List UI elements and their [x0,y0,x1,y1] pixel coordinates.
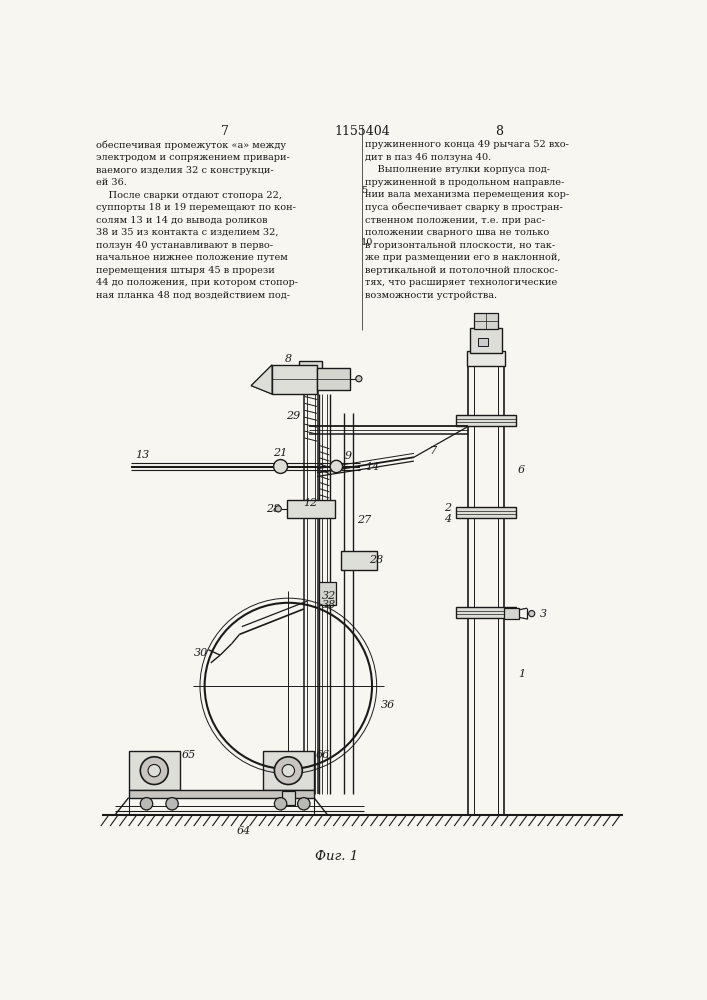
Text: 8: 8 [285,354,292,364]
Text: 8: 8 [495,125,503,138]
Text: 65: 65 [182,750,196,760]
Text: 32: 32 [322,591,336,601]
Text: 1155404: 1155404 [334,125,390,138]
Bar [299,361,322,378]
Circle shape [148,764,160,777]
Text: 6: 6 [518,465,525,475]
Circle shape [529,610,534,617]
Text: 38: 38 [322,600,336,610]
Polygon shape [251,365,272,394]
Bar [504,608,519,619]
Circle shape [274,757,303,785]
Text: 29: 29 [286,411,300,421]
Circle shape [140,798,153,810]
Bar [469,328,502,353]
Text: пружиненного конца 49 рычага 52 вхо-
дит в паз 46 ползуна 40.
    Выполнение вту: пружиненного конца 49 рычага 52 вхо- дит… [365,140,569,300]
Text: 9: 9 [344,451,351,461]
Circle shape [282,764,295,777]
Bar [474,312,498,329]
Text: 3: 3 [539,609,547,619]
Bar [320,582,337,605]
Bar [456,507,516,518]
Circle shape [356,376,362,382]
Text: 10: 10 [361,238,373,247]
Text: 28: 28 [369,555,383,565]
Text: 7: 7 [221,125,228,138]
Text: 14: 14 [365,462,379,472]
Text: 2: 2 [444,503,451,513]
Bar [287,500,335,518]
Bar [467,351,506,366]
Circle shape [275,506,281,512]
Bar [456,607,516,618]
Text: 30: 30 [194,648,209,658]
Bar [129,751,180,790]
Circle shape [330,460,343,473]
Text: 4: 4 [444,514,451,524]
Circle shape [274,798,287,810]
Bar [341,551,377,570]
Text: 66: 66 [315,750,329,760]
Text: 27: 27 [357,515,372,525]
Text: 21: 21 [274,448,288,458]
Text: 7: 7 [430,446,437,456]
Circle shape [274,460,288,473]
Bar [282,791,295,805]
Text: 36: 36 [381,700,396,710]
Bar [317,368,349,389]
Text: 64: 64 [236,826,250,836]
Bar [272,365,317,394]
Text: 13: 13 [135,450,149,460]
Bar [478,338,488,346]
Text: 28: 28 [267,504,281,514]
Text: Фиг. 1: Фиг. 1 [315,850,358,863]
Bar [456,415,516,426]
Text: 1: 1 [518,669,525,679]
Text: 12: 12 [303,498,317,508]
Circle shape [298,798,310,810]
Text: обеспечивая промежуток «а» между
электродом и сопряжением привари-
ваемого издел: обеспечивая промежуток «а» между электро… [96,140,298,300]
Text: 5: 5 [361,186,368,195]
Circle shape [166,798,178,810]
Bar [129,790,314,798]
Bar [263,751,314,790]
Circle shape [140,757,168,785]
